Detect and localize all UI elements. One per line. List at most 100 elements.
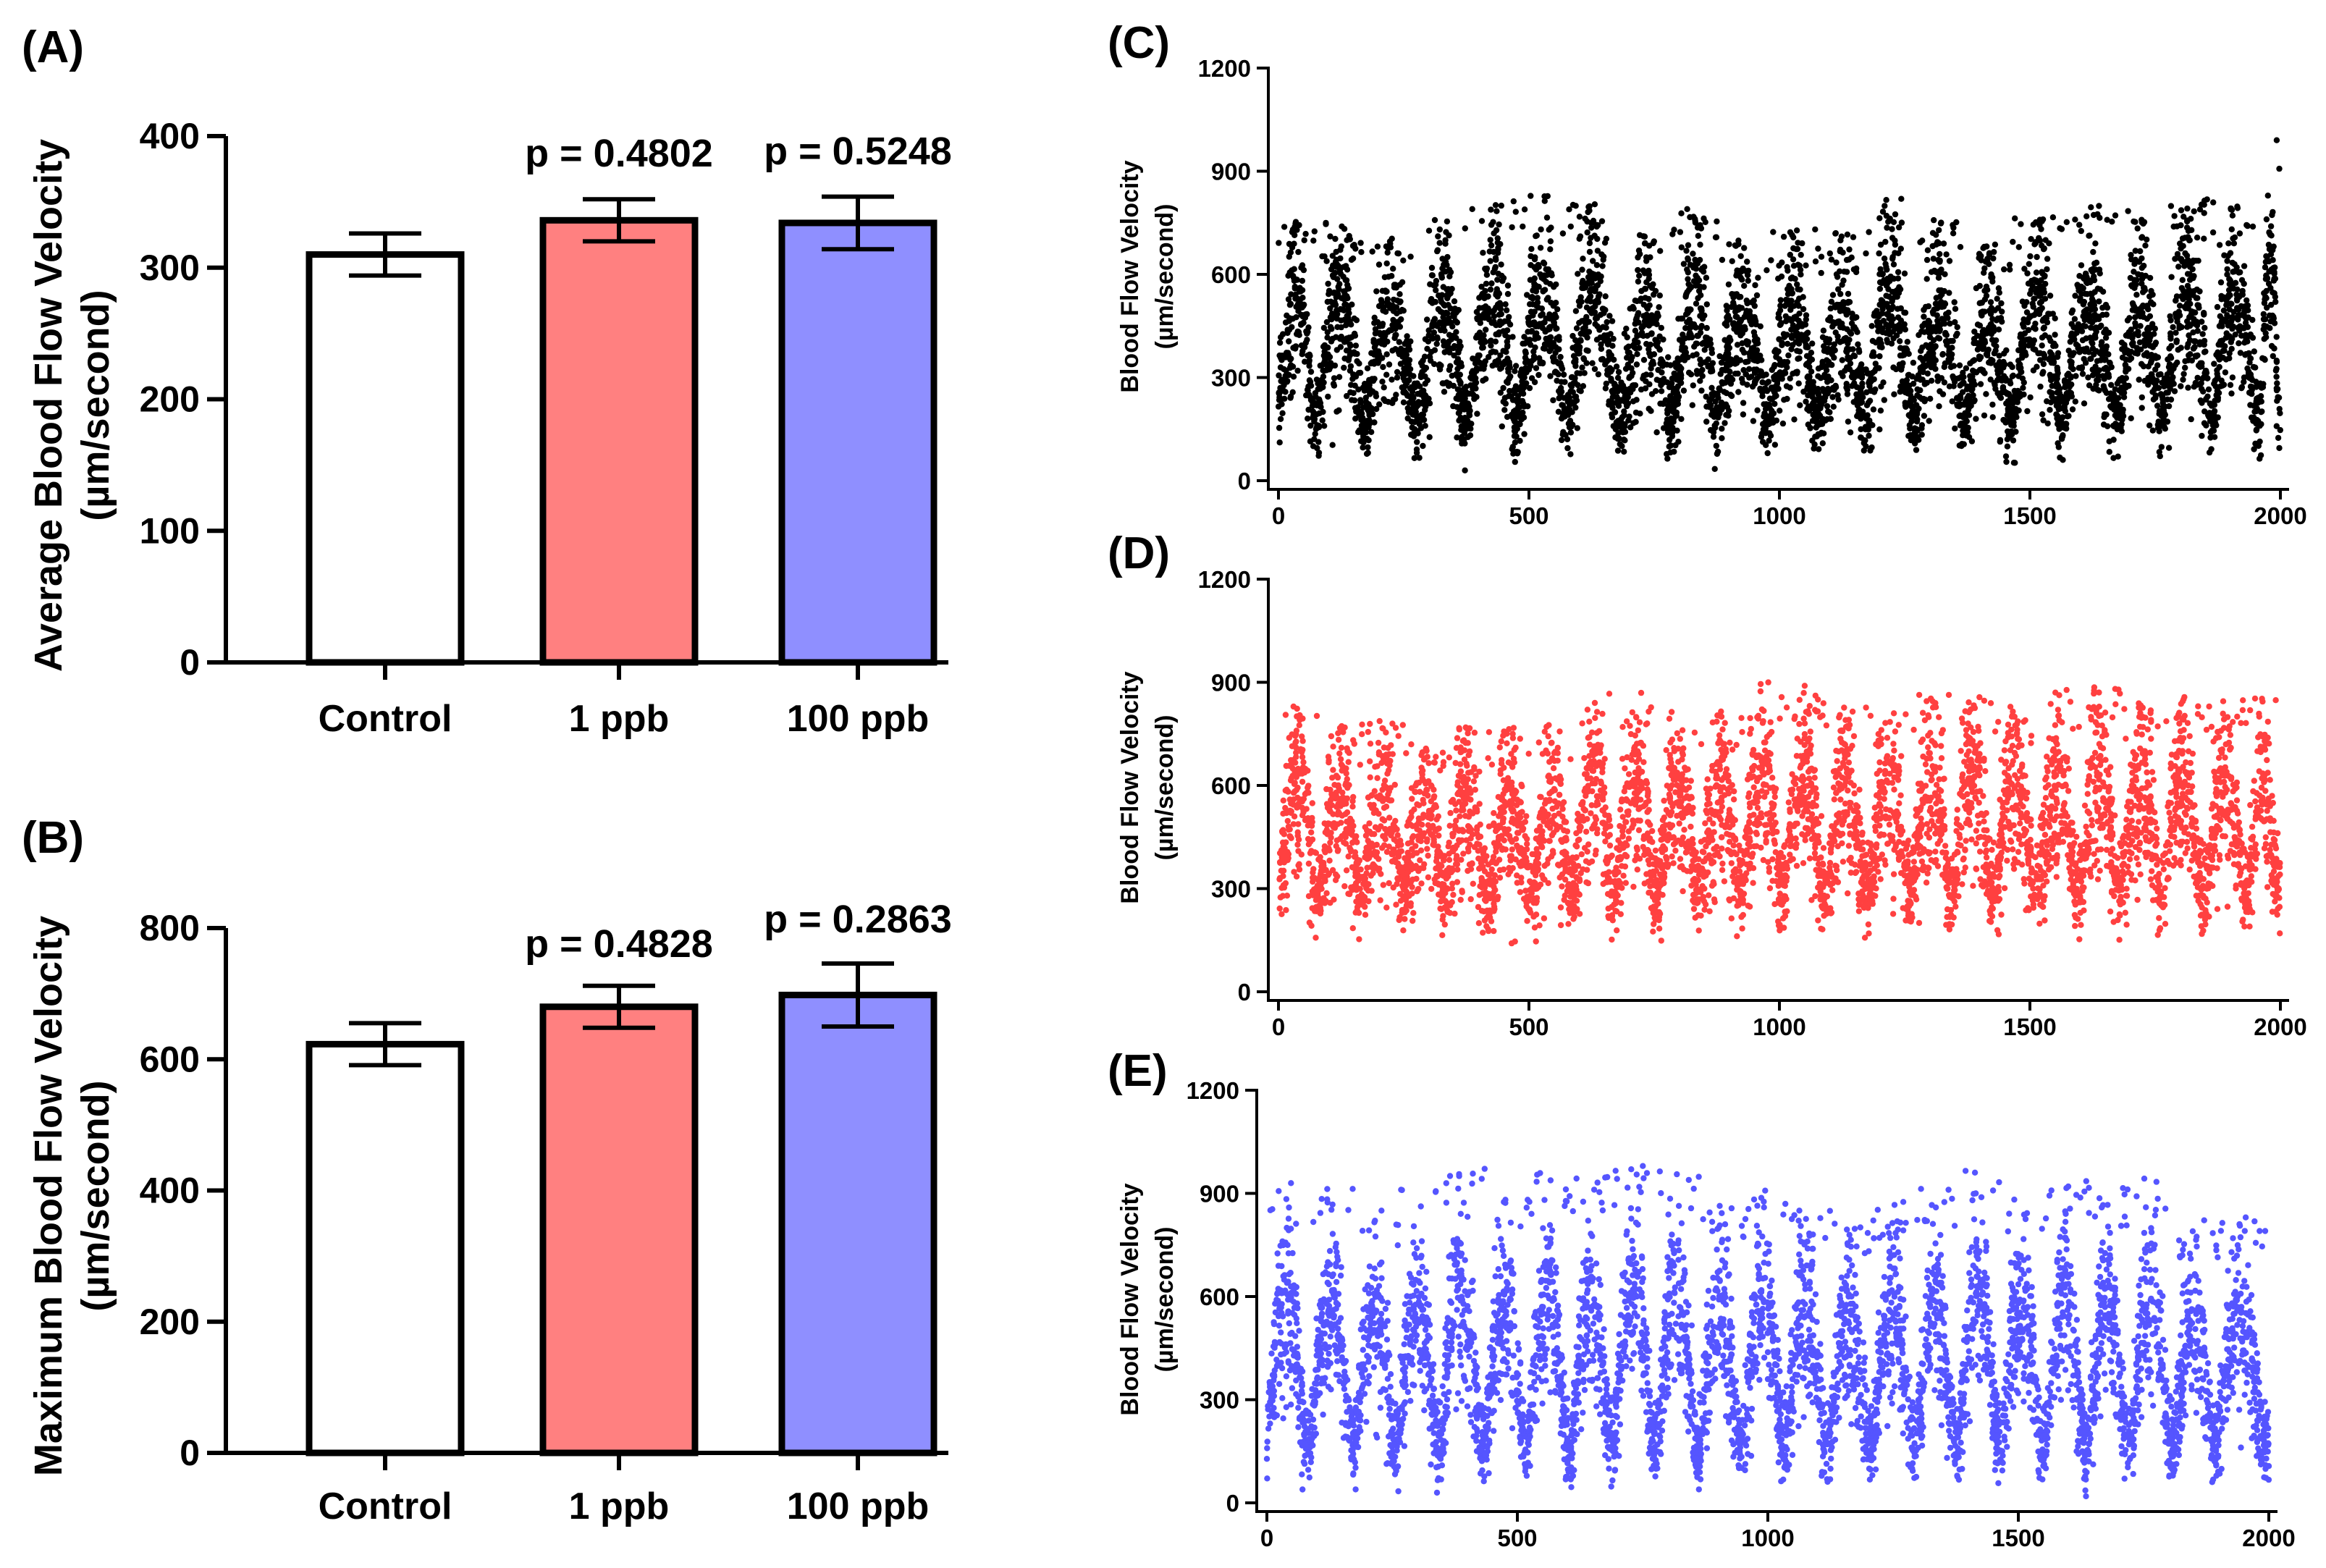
panel-c-point	[1332, 235, 1339, 243]
panel-c-point	[1287, 356, 1294, 363]
panel-c-point	[2125, 208, 2131, 214]
panel-c-point	[2149, 344, 2156, 350]
panel-c-point	[1821, 397, 1828, 404]
panel-c-point	[1868, 353, 1876, 359]
panel-c-point	[2031, 295, 2037, 302]
panel-c-point	[2123, 356, 2129, 363]
panel-c-point	[1374, 243, 1381, 250]
panel-c-point	[2036, 300, 2044, 306]
panel-c-point	[2069, 352, 2076, 359]
panel-c-point	[1512, 407, 1519, 413]
panel-c-point	[1995, 285, 2002, 292]
panel-c-point	[1640, 357, 1648, 363]
panel-c-point	[1888, 322, 1895, 329]
panel-c-point	[2039, 371, 2046, 377]
panel-c-point	[1569, 345, 1576, 351]
panel-c-point	[1695, 277, 1703, 284]
panel-c-point	[1599, 263, 1606, 269]
panel-c-point	[1333, 261, 1341, 268]
panel-c-point	[1646, 322, 1652, 329]
panel-c-point	[1352, 416, 1359, 422]
panel-c-point	[1484, 293, 1491, 300]
panel-c-point	[1307, 368, 1315, 375]
panel-c-point	[1883, 197, 1889, 203]
panel-c-point	[1371, 350, 1378, 356]
panel-c-point	[1680, 261, 1687, 267]
panel-c-point	[2097, 357, 2104, 363]
panel-c-point	[1781, 334, 1787, 340]
panel-c-point	[1491, 313, 1497, 320]
panel-c-point	[1717, 371, 1724, 377]
panel-c-point	[2200, 388, 2207, 395]
panel-c-point	[1492, 202, 1499, 208]
panel-c-point	[1593, 262, 1601, 269]
panel-c-point	[1558, 416, 1565, 422]
panel-c-point	[1590, 258, 1596, 264]
panel-c-point	[2134, 350, 2141, 357]
panel-c-point	[2167, 317, 2174, 324]
panel-c-point	[1987, 299, 1994, 305]
panel-c-point	[2142, 243, 2149, 249]
panel-c-point	[1914, 416, 1921, 423]
panel-c-point	[1509, 446, 1515, 452]
panel-c-point	[1286, 338, 1292, 345]
panel-c-point	[1449, 323, 1456, 330]
panel-c-point	[1487, 286, 1494, 293]
panel-c-point	[1986, 261, 1992, 267]
panel-c-point	[2112, 386, 2118, 392]
panel-c-point	[2068, 359, 2075, 366]
panel-c-point	[1441, 342, 1447, 349]
panel-c-point	[1750, 418, 1757, 424]
panel-c-point	[1693, 300, 1700, 307]
panel-c-point	[1315, 439, 1322, 445]
panel-c-point	[1879, 271, 1886, 278]
panel-c-point	[1628, 365, 1635, 371]
panel-c-point	[1347, 318, 1353, 325]
panel-c-point	[2049, 311, 2056, 317]
panel-c-point	[1371, 344, 1378, 351]
panel-c-point	[1580, 284, 1587, 292]
panel-c-point	[1882, 203, 1888, 209]
panel-c-point	[1314, 444, 1320, 452]
panel-c-point	[1383, 260, 1390, 267]
panel-c-point	[1851, 353, 1858, 360]
panel-c-point	[1570, 353, 1577, 359]
panel-c-point	[1707, 340, 1714, 347]
panel-c-point	[1779, 372, 1785, 379]
panel-c-point	[1973, 416, 1979, 422]
panel-c-point	[1508, 393, 1514, 400]
panel-c-point	[1506, 359, 1512, 366]
panel-c-point	[2139, 276, 2146, 282]
panel-c-point	[1459, 440, 1465, 447]
panel-c-point	[1573, 325, 1580, 332]
panel-c-point	[1796, 348, 1803, 355]
panel-c-point	[2041, 352, 2047, 358]
panel-c-point	[1376, 323, 1383, 329]
panel-c-point	[1881, 397, 1887, 403]
panel-c-point	[1632, 340, 1638, 346]
panel-c-point	[1733, 355, 1740, 361]
panel-c-point	[1279, 410, 1286, 416]
panel-c-point	[1598, 341, 1604, 347]
panel-c-point	[1548, 272, 1555, 279]
panel-c-point	[1381, 274, 1389, 281]
panel-c-point	[1575, 271, 1581, 277]
panel-c-point	[2180, 243, 2186, 249]
panel-c-point	[1609, 342, 1616, 349]
panel-c-point	[1292, 219, 1299, 225]
panel-c-point	[1788, 346, 1795, 353]
panel-c-point	[1375, 261, 1383, 268]
panel-b-errorbar-0	[349, 1021, 421, 1068]
panel-c-point	[2044, 266, 2050, 273]
panel-c-point	[2008, 420, 2015, 426]
panel-c-point	[1809, 418, 1816, 424]
panel-c-point	[1400, 257, 1407, 264]
panel-c-point	[1554, 306, 1561, 313]
panel-c-point	[1407, 338, 1414, 345]
panel-c-point	[2070, 332, 2078, 339]
panel-c-point	[2170, 324, 2176, 331]
panel-c-point	[2210, 199, 2217, 206]
panel-c-point	[1921, 306, 1927, 313]
panel-c-point	[2184, 324, 2191, 330]
panel-c-point	[1467, 426, 1474, 432]
